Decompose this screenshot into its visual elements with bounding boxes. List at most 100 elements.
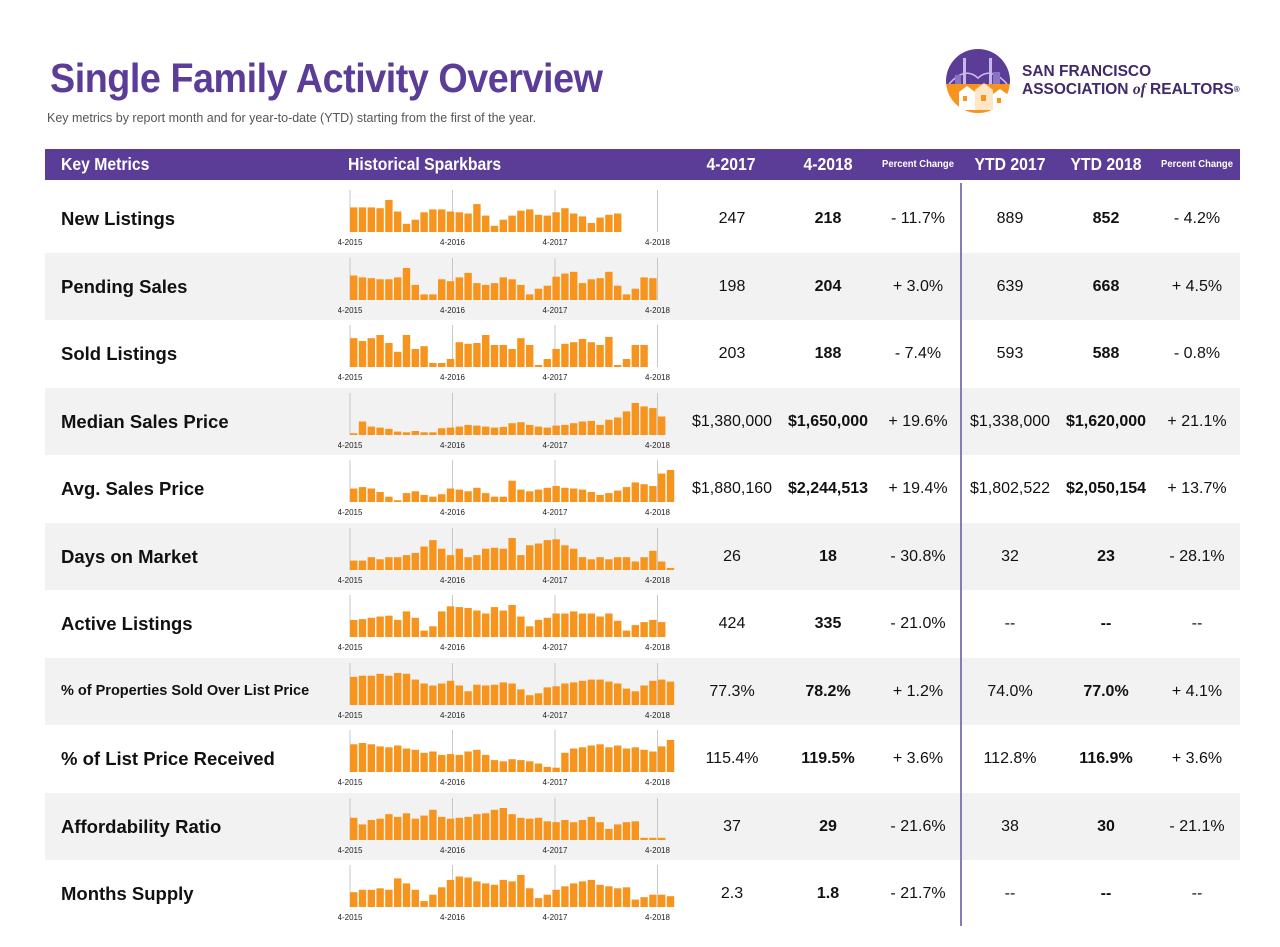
sparkbar-chart: 4-2015 4-2016 4-2017 4-2018 (338, 662, 675, 720)
sparkbar (570, 488, 578, 502)
sparkbar (543, 215, 551, 232)
ytd-prev-value: 593 (996, 345, 1024, 362)
sparkbar-axis-label: 4-2016 (440, 508, 465, 517)
sparkbar (376, 818, 384, 840)
sparkbar-chart: 4-2015 4-2016 4-2017 4-2018 (338, 595, 671, 652)
sparkbar (376, 208, 384, 232)
sparkbar (367, 889, 375, 907)
sparkbar (473, 749, 481, 772)
sparkbar-axis-label: 4-2016 (440, 846, 465, 855)
month-curr-value: 218 (814, 210, 842, 227)
month-curr-value: 119.5% (801, 750, 855, 767)
month-curr-value: 29 (819, 817, 837, 835)
sparkbar (605, 747, 613, 772)
month-pct-change: + 19.6% (888, 412, 948, 430)
month-pct-change: - 21.6% (890, 817, 946, 835)
sparkbar (358, 207, 367, 232)
ytd-curr-value: 23 (1097, 547, 1115, 565)
metric-row: % of Properties Sold Over List Price 4-20… (45, 657, 1240, 725)
sparkbar-axis-label: 4-2018 (645, 846, 670, 855)
metric-row: Active Listings 4-2015 4-2016 4-2017 4-2018 4… (45, 590, 1240, 658)
sparkbar (411, 617, 419, 637)
header-ytd-pct-change: Percent Change (1161, 158, 1233, 170)
sparkbar (640, 837, 648, 840)
sparkbar (543, 285, 551, 300)
month-curr-value: 188 (814, 345, 842, 362)
sparkbar (622, 359, 631, 367)
month-pct-change: - 7.4% (894, 345, 942, 362)
month-prev-value: 247 (718, 210, 746, 227)
sparkbar (614, 365, 622, 367)
sparkbar (526, 491, 534, 502)
sparkbar-axis-label: 4-2017 (543, 441, 568, 450)
sparkbar-axis-label: 4-2015 (338, 441, 363, 450)
metric-row: Months Supply 4-2015 4-2016 4-2017 4-2018 2.3… (45, 860, 1240, 928)
sparkbar (490, 225, 499, 232)
sparkbar (358, 341, 367, 367)
sparkbar (464, 213, 472, 232)
sparkbar-axis-label: 4-2015 (338, 846, 363, 855)
ytd-pct-change: - 21.1% (1169, 817, 1225, 835)
sparkbar (631, 482, 639, 502)
sparkbar (499, 219, 507, 232)
sparkbar-axis-label: 4-2017 (543, 711, 568, 720)
sparkbar (385, 747, 393, 772)
sparkbar (508, 480, 516, 502)
metric-name: Days on Market (61, 545, 198, 567)
sparkbar (552, 486, 560, 502)
sparkbar-axis-label: 4-2018 (645, 778, 670, 787)
sparkbar (508, 215, 516, 232)
logo-text: SAN FRANCISCO ASSOCIATION of REALTORS® (1022, 63, 1240, 99)
sparkbar (570, 748, 578, 772)
sparkbar (552, 613, 560, 637)
sparkbar (649, 550, 657, 570)
sparkbar (534, 489, 543, 502)
metric-row: Days on Market 4-2015 4-2016 4-2017 4-2018 26… (45, 522, 1240, 590)
sparkbar (552, 276, 560, 300)
sparkbar (534, 288, 543, 300)
sparkbar-axis-label: 4-2018 (645, 913, 670, 922)
sparkbar (394, 276, 402, 300)
ytd-curr-value: -- (1100, 885, 1112, 902)
month-pct-change: + 3.6% (892, 750, 944, 767)
sparkbar (473, 881, 481, 907)
sparkbar (640, 897, 648, 907)
sparkbar (543, 539, 551, 570)
sparkbar (482, 426, 490, 435)
sparkbar-axis-label: 4-2018 (645, 508, 670, 517)
sparkbar-axis-label: 4-2015 (338, 778, 363, 787)
ytd-pct-change: + 4.1% (1171, 682, 1223, 700)
sparkbar (464, 751, 472, 772)
sparkbar (490, 607, 499, 637)
sparkbar-axis-label: 4-2015 (338, 238, 363, 247)
sparkbar (420, 346, 428, 367)
sparkbar (578, 613, 587, 637)
sparkbar (622, 410, 631, 435)
sparkbar-chart: 4-2015 4-2016 4-2017 4-2018 (338, 325, 671, 382)
sparkbar (385, 813, 393, 840)
month-prev-value: 115.4% (705, 750, 759, 767)
sparkbar (640, 685, 648, 705)
sparkbar (499, 610, 507, 637)
sparkbar-axis-label: 4-2018 (645, 373, 670, 382)
sparkbar (552, 212, 560, 232)
sparkbar (367, 207, 375, 232)
sparkbar (666, 567, 675, 570)
ytd-curr-value: 588 (1092, 345, 1120, 362)
sparkbar (358, 276, 367, 300)
sparkbar (578, 747, 587, 772)
sparkbar (446, 680, 455, 705)
sparkbar (596, 277, 604, 300)
sparkbar (640, 276, 648, 300)
sparkbar (402, 554, 411, 570)
sparkbar (561, 487, 569, 502)
ytd-curr-value: $2,050,154 (1065, 480, 1147, 497)
sparkbar (490, 884, 499, 907)
metric-name: Active Listings (61, 613, 193, 634)
month-curr-value: 78.2% (805, 682, 851, 700)
sparkbar (438, 209, 446, 232)
sparkbar (561, 424, 569, 435)
sparkbar-chart: 4-2015 4-2016 4-2017 4-2018 (338, 190, 671, 247)
sparkbar (464, 608, 472, 637)
sparkbar (614, 745, 622, 772)
